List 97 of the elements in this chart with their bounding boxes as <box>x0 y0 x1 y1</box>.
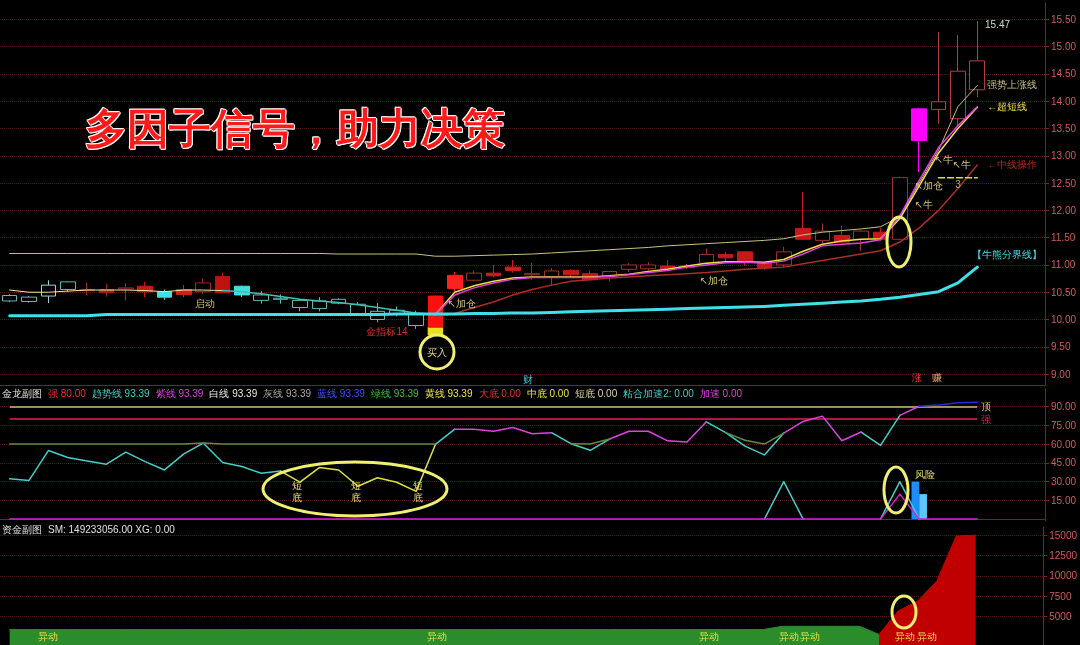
candlestick <box>853 230 869 252</box>
candlestick <box>931 31 946 125</box>
y-tick-label: 15.00 <box>1051 494 1077 506</box>
candlestick <box>621 262 637 273</box>
candlestick <box>699 248 714 265</box>
y-tick-label: 10000 <box>1049 570 1078 582</box>
candlestick <box>118 282 134 301</box>
annotation: 趋势线 93.39 <box>91 388 150 400</box>
annotation: ↖加仓 <box>699 275 729 287</box>
annotation: 异动 <box>895 631 915 643</box>
y-tick-label: 60.00 <box>1051 438 1077 450</box>
annotation: 3 <box>955 179 961 191</box>
annotation: 风险 <box>915 469 935 481</box>
annotation: 大底 0.00 <box>478 388 521 400</box>
series-label: ←超短线 <box>987 101 1028 114</box>
annotation: 黄线 93.39 <box>424 388 473 400</box>
series-label: 【牛熊分界线】 <box>972 249 1043 262</box>
candlestick <box>466 269 482 282</box>
y-tick-label: 10.00 <box>1051 314 1077 326</box>
y-tick-label: 13.00 <box>1051 150 1077 162</box>
annotation: SM: 149233056.00 XG: 0.00 <box>48 524 175 536</box>
annotation: 异动 <box>800 631 820 643</box>
annotation: 涨 <box>912 372 922 384</box>
annotation: 短底 0.00 <box>575 388 618 400</box>
annotation: ↖牛 <box>934 154 954 166</box>
candlestick <box>447 271 463 293</box>
y-tick-label: 11.50 <box>1051 232 1076 244</box>
candlestick <box>486 264 501 278</box>
y-tick-label: 45.00 <box>1051 457 1077 469</box>
candlestick <box>911 107 927 173</box>
candlestick <box>969 20 985 98</box>
y-tick-label: 7500 <box>1049 590 1072 602</box>
y-tick-label: 12.50 <box>1051 177 1077 189</box>
candlestick <box>640 261 656 271</box>
series-label: 强势上涨线 <box>987 79 1038 92</box>
annotation: ↖加仓 <box>914 180 944 192</box>
y-tick-label: 9.50 <box>1051 341 1071 353</box>
ref-line-label: 强 <box>981 413 992 425</box>
candlestick <box>950 34 966 127</box>
candlestick <box>718 251 733 263</box>
annotation: ↖牛 <box>914 199 934 211</box>
y-tick-label: 15000 <box>1049 529 1078 541</box>
chart-title: 金龙副图 <box>2 388 42 400</box>
annotation: 紫线 93.39 <box>155 388 204 400</box>
y-tick-label: 5000 <box>1049 611 1072 623</box>
annotation: 粘合加速2: 0.00 <box>623 388 694 400</box>
y-tick-label: 14.50 <box>1051 68 1077 80</box>
candlestick <box>292 298 308 312</box>
y-tick-label: 30.00 <box>1051 476 1077 488</box>
y-tick-label: 15.00 <box>1051 41 1077 53</box>
line-series <box>279 443 437 493</box>
annotation: 15.47 <box>985 19 1011 31</box>
y-tick-label: 14.00 <box>1051 95 1077 107</box>
y-tick-label: 10.50 <box>1051 286 1077 298</box>
candlestick <box>60 280 76 293</box>
annotation: 绿线 93.39 <box>370 388 419 400</box>
annotation: 白线 93.39 <box>209 388 258 400</box>
annotation: ↖加仓 <box>447 298 477 310</box>
annotation: 财 <box>523 374 533 386</box>
annotation: 赚 <box>932 372 942 384</box>
line-series <box>8 265 979 318</box>
annotation: 启动 <box>195 298 215 310</box>
chart-title: 资金副图 <box>2 524 42 536</box>
y-tick-label: 75.00 <box>1051 419 1077 431</box>
y-tick-label: 12.00 <box>1051 204 1077 216</box>
candlestick <box>524 262 540 281</box>
annotation: 异动 <box>699 631 719 643</box>
y-tick-label: 11.00 <box>1051 259 1076 271</box>
candlestick <box>505 259 521 274</box>
annotation: 短底 <box>292 480 302 504</box>
line-series <box>9 84 978 257</box>
y-tick-label: 13.50 <box>1051 123 1077 135</box>
annotation: 灰线 93.39 <box>263 388 312 400</box>
y-tick-label: 12500 <box>1049 549 1078 561</box>
annotation: 异动 <box>427 631 447 643</box>
annotation: 蓝线 93.39 <box>317 388 365 400</box>
y-tick-label: 15.50 <box>1051 13 1077 25</box>
candlestick <box>563 268 579 278</box>
annotation: 强 80.00 <box>48 388 86 400</box>
candlestick <box>215 272 230 294</box>
candlestick <box>21 295 37 304</box>
annotation: 异动 <box>38 631 58 643</box>
annotation: 中底 0.00 <box>526 388 569 400</box>
series-label: ←中线操作 <box>987 159 1038 172</box>
candlestick <box>2 293 17 303</box>
y-tick-label: 9.00 <box>1051 368 1071 380</box>
annotation: 买入 <box>427 347 447 359</box>
annotation: 异动 <box>917 631 937 643</box>
annotation: 金指标14 <box>366 326 408 338</box>
annotation: ↖牛 <box>952 159 972 171</box>
annotation: 加速 0.00 <box>699 388 743 400</box>
y-tick-label: 90.00 <box>1051 401 1077 413</box>
text: 多因子信号，助力决策 <box>85 105 505 153</box>
candlestick <box>795 191 811 241</box>
candlestick <box>253 290 269 305</box>
annotation: 异动 <box>779 631 799 643</box>
ref-line-label: 顶 <box>981 401 992 413</box>
